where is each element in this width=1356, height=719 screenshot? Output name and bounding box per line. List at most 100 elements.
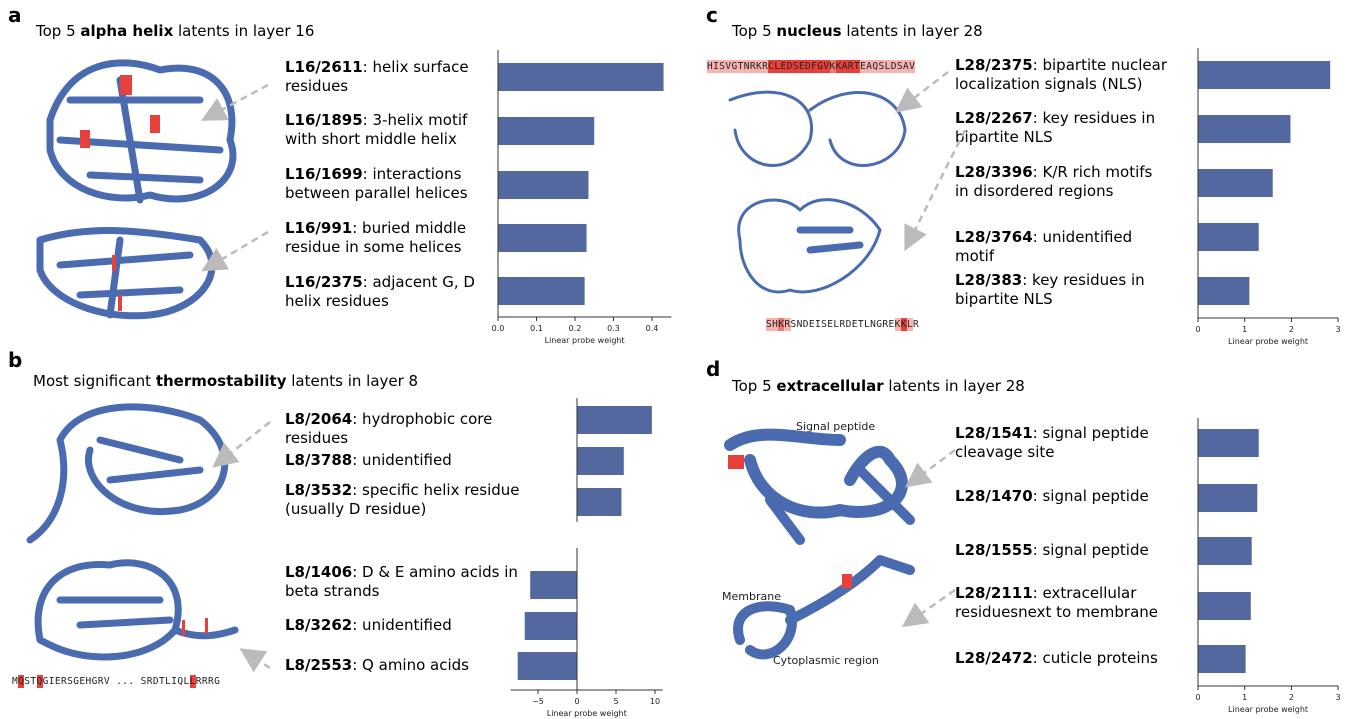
latent-description: L28/383: key residues in bipartite NLS <box>955 271 1170 309</box>
latent-desc: : adjacent G, D helix residues <box>285 273 475 310</box>
x-tick-label: 0 <box>1195 693 1200 702</box>
bar <box>1198 645 1246 673</box>
latent-id: L28/2472 <box>955 649 1033 667</box>
sequence-c-bottom: SHKRSNDEISELRDETLNGREKKLR <box>766 318 920 331</box>
latent-description: L16/991: buried middle residue in some h… <box>285 219 500 257</box>
x-tick-label: 0.2 <box>569 324 582 333</box>
bar <box>1198 484 1258 512</box>
latent-id: L8/3788 <box>285 451 353 469</box>
latent-id: L16/991 <box>285 219 353 237</box>
latent-desc: : D & E amino acids in beta strands <box>285 563 518 600</box>
protein-a-top-icon <box>46 59 237 204</box>
x-axis-label: Linear probe weight <box>547 709 627 718</box>
latent-id: L28/1541 <box>955 424 1033 442</box>
x-tick-label: 10 <box>650 697 660 706</box>
latent-description: L28/3764: unidentified motif <box>955 228 1170 266</box>
latent-desc: : interactions between parallel helices <box>285 165 468 202</box>
latent-description: L16/1699: interactions between parallel … <box>285 165 500 203</box>
latent-id: L28/2267 <box>955 109 1033 127</box>
arrow-a2 <box>201 230 269 272</box>
arrow-a1 <box>200 83 269 121</box>
latent-id: L16/2375 <box>285 273 363 291</box>
latent-description: L8/3788: unidentified <box>285 451 555 470</box>
bar <box>1198 115 1291 143</box>
latent-desc: : unidentified <box>352 451 452 469</box>
latent-desc: : bipartite nuclear localization signals… <box>955 56 1168 93</box>
x-tick-label: 0.4 <box>646 324 659 333</box>
latent-desc: : specific helix residue (usually D resi… <box>285 481 520 518</box>
bar <box>498 224 587 252</box>
arrow-d2 <box>901 588 956 628</box>
latent-description: L28/1555: signal peptide <box>955 541 1170 560</box>
bar <box>498 171 589 199</box>
latent-id: L16/2611 <box>285 58 363 76</box>
arrow-c1 <box>895 71 949 113</box>
bar <box>498 277 585 305</box>
latent-description: L16/2611: helix surface residues <box>285 58 500 96</box>
latent-desc: : unidentified <box>352 616 452 634</box>
latent-desc: : unidentified motif <box>955 228 1133 265</box>
protein-c-top-icon <box>728 90 907 167</box>
protein-c-bottom-icon <box>737 198 882 294</box>
arrow-d1 <box>905 449 956 488</box>
sequence-c-top: HISVGTNRKRCLEDSEDFGVKKARTEAQSLDSAV <box>707 60 916 73</box>
latent-desc: : helix surface residues <box>285 58 469 95</box>
latent-description: L28/2375: bipartite nuclear localization… <box>955 56 1170 94</box>
x-tick-label: 3 <box>1336 693 1341 702</box>
latent-id: L8/3532 <box>285 481 353 499</box>
latent-description: L8/1406: D & E amino acids in beta stran… <box>285 563 555 601</box>
latent-id: L28/1470 <box>955 487 1033 505</box>
latent-description: L16/2375: adjacent G, D helix residues <box>285 273 500 311</box>
latent-id: L8/2553 <box>285 656 353 674</box>
protein-b-bottom-icon <box>34 559 239 661</box>
arrow-b2 <box>239 648 271 673</box>
latent-id: L28/2111 <box>955 584 1033 602</box>
latent-description: L8/3532: specific helix residue (usually… <box>285 481 555 519</box>
bar <box>524 612 577 640</box>
latent-id: L28/3764 <box>955 228 1033 246</box>
bar <box>1198 61 1331 89</box>
panel-a-title: Top 5 alpha helix latents in layer 16 <box>36 22 315 40</box>
latent-description: L28/3396: K/R rich motifs in disordered … <box>955 163 1170 201</box>
x-axis-label: Linear probe weight <box>1228 337 1308 346</box>
panel-d-title: Top 5 extracellular latents in layer 28 <box>732 377 1025 395</box>
x-tick-label: 0.3 <box>607 324 620 333</box>
bar <box>577 406 652 434</box>
latent-desc: : signal peptide <box>1032 541 1149 559</box>
panel-label-b: b <box>8 348 23 372</box>
x-tick-label: 0 <box>574 697 579 706</box>
bar <box>1198 277 1250 305</box>
latent-id: L16/1699 <box>285 165 363 183</box>
x-tick-label: 5 <box>613 697 618 706</box>
latent-description: L28/2472: cuticle proteins <box>955 649 1170 668</box>
annotation-signal-peptide: Signal peptide <box>796 420 876 433</box>
latent-id: L8/3262 <box>285 616 353 634</box>
panel-b-title: Most significant thermostability latents… <box>33 372 419 390</box>
bar <box>1198 537 1252 565</box>
x-axis-label: Linear probe weight <box>545 336 625 345</box>
annotation-cytoplasmic: Cytoplasmic region <box>773 654 879 667</box>
bar <box>1198 223 1259 251</box>
bar <box>577 447 624 475</box>
panel-c-title: Top 5 nucleus latents in layer 28 <box>732 22 983 40</box>
protein-d-top-icon <box>724 428 915 545</box>
bar <box>498 117 595 145</box>
protein-b-top-icon <box>26 403 229 544</box>
x-axis-label: Linear probe weight <box>1228 705 1308 714</box>
latent-id: L28/3396 <box>955 163 1033 181</box>
latent-id: L28/2375 <box>955 56 1033 74</box>
latent-description: L16/1895: 3-helix motif with short middl… <box>285 111 500 149</box>
bar <box>1198 429 1259 457</box>
latent-description: L8/2064: hydrophobic core residues <box>285 410 555 448</box>
x-tick-label: 0.1 <box>530 324 543 333</box>
latent-id: L8/2064 <box>285 410 353 428</box>
panel-label-a: a <box>8 3 22 27</box>
latent-desc: : signal peptide cleavage site <box>955 424 1149 461</box>
latent-id: L16/1895 <box>285 111 363 129</box>
latent-description: L28/1541: signal peptide cleavage site <box>955 424 1170 462</box>
latent-id: L28/383 <box>955 271 1023 289</box>
x-tick-label: −5 <box>532 697 544 706</box>
